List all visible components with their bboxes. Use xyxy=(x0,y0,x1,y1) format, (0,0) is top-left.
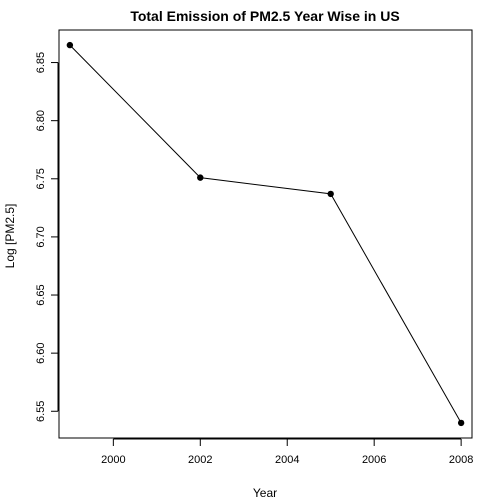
data-point xyxy=(66,41,74,49)
data-point xyxy=(327,190,334,198)
y-tick-label: 6.75 xyxy=(35,168,47,189)
x-axis: 2000 2002 2004 2006 2008 xyxy=(101,438,473,466)
chart-title: Total Emission of PM2.5 Year Wise in US xyxy=(130,8,399,24)
plot-frame xyxy=(58,29,473,439)
y-tick-label: 6.70 xyxy=(35,226,47,247)
y-axis-label: Log [PM2.5] xyxy=(3,204,17,269)
x-tick-label: 2002 xyxy=(188,454,212,466)
x-tick-label: 2000 xyxy=(101,454,125,466)
x-axis-label: Year xyxy=(253,486,277,500)
x-tick-label: 2008 xyxy=(449,454,473,466)
y-tick-label: 6.65 xyxy=(35,284,47,305)
y-tick-label: 6.55 xyxy=(35,401,47,422)
y-axis: 6.55 6.60 6.65 6.70 6.75 6.80 6.85 xyxy=(35,52,59,422)
series-line xyxy=(69,44,462,424)
y-tick-label: 6.85 xyxy=(35,52,47,73)
y-tick-label: 6.80 xyxy=(35,110,47,131)
data-point xyxy=(457,419,465,427)
data-point xyxy=(197,174,204,181)
x-tick-label: 2004 xyxy=(275,454,299,466)
series-layer xyxy=(66,41,465,427)
x-tick-label: 2006 xyxy=(362,454,386,466)
y-tick-label: 6.60 xyxy=(35,342,47,363)
